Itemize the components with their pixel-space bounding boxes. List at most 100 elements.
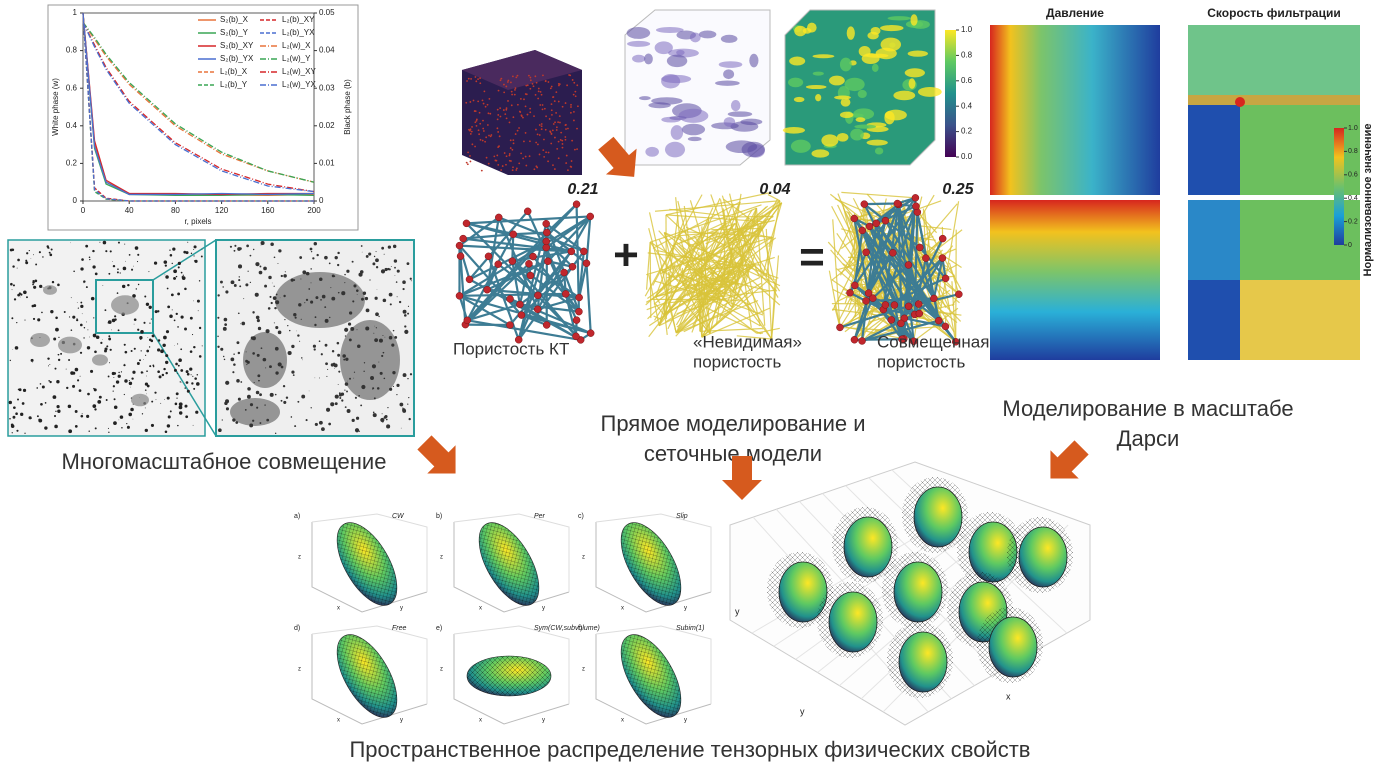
speck [166,330,169,333]
speck [57,410,60,413]
speck [325,362,328,365]
pore [587,330,594,337]
speck [134,324,135,325]
colorbar [945,30,956,157]
dot [500,116,502,118]
dot [484,90,486,92]
speck [182,276,184,278]
dot [545,151,547,153]
speck [396,281,398,283]
dot [538,88,540,90]
blob [721,35,738,43]
dot [468,129,470,131]
blob [834,96,851,100]
speck [110,250,112,252]
speck [37,318,40,321]
speck [402,288,404,290]
ellipsoid-mesh [467,656,551,696]
dot [465,102,467,104]
speck [246,364,247,365]
speck [362,252,363,253]
dot [517,104,519,106]
speck [53,338,56,341]
dot [536,82,538,84]
grain [43,285,57,295]
legend-label: S₂(b)_XY [220,41,254,50]
dot [497,119,499,121]
speck [283,385,285,387]
pore [569,263,576,270]
pore [463,220,470,227]
dot [483,103,485,105]
pore [573,201,580,208]
dot [503,92,505,94]
speck [297,401,299,403]
speck [304,302,305,303]
dot [475,110,477,112]
velocity-region [1188,95,1360,105]
dot [570,166,572,168]
speck [167,424,170,427]
speck [355,428,359,432]
dot [570,106,572,108]
speck [26,252,28,254]
speck [80,376,81,377]
speck [106,399,108,401]
blob [723,69,734,79]
dot [542,104,544,106]
colorbar-tick-label: 0.8 [1348,148,1358,155]
speck [354,372,355,373]
speck [106,345,108,347]
speck [337,354,340,357]
speck [324,256,328,260]
speck [337,252,339,254]
speck [252,352,255,355]
dot [551,114,553,116]
dot [575,95,577,97]
speck [299,341,300,342]
pore [912,194,919,201]
panel-name: Subim(1) [676,625,704,632]
ellipsoid-panel: d)Freexyz [294,625,427,727]
speck [32,305,35,308]
grain [92,354,108,365]
y-tick-label: 0.8 [66,46,78,55]
pore [861,201,868,208]
dot [558,85,560,87]
dot [482,99,484,101]
speck [266,329,270,333]
speck [349,338,352,341]
speck [315,378,316,379]
blob [671,125,683,140]
dot [525,132,527,134]
dot [525,165,527,167]
panel-name: Sym(CW,subvolume) [534,625,600,632]
speck [352,261,354,263]
panel-name: Per [534,513,546,520]
speck [368,252,371,255]
velocity-region [1240,280,1360,360]
dot [498,145,500,147]
speck [169,249,170,250]
speck [264,285,267,288]
blob [840,58,852,72]
speck [97,400,101,404]
dot [507,80,509,82]
dot [479,82,481,84]
dot [488,135,490,137]
pore [495,261,502,268]
speck [250,403,253,406]
y-axis-label: White phase (w) [51,78,60,136]
speck [14,298,16,300]
speck [331,297,335,301]
arrow [1036,433,1095,492]
dot [529,111,531,113]
speck [334,276,336,278]
colorbar-tick-label: 0.4 [1348,195,1358,202]
speck [118,375,121,378]
speck [234,250,236,252]
blob [726,140,757,153]
speck [394,336,397,339]
dot [565,162,567,164]
speck [144,295,146,297]
